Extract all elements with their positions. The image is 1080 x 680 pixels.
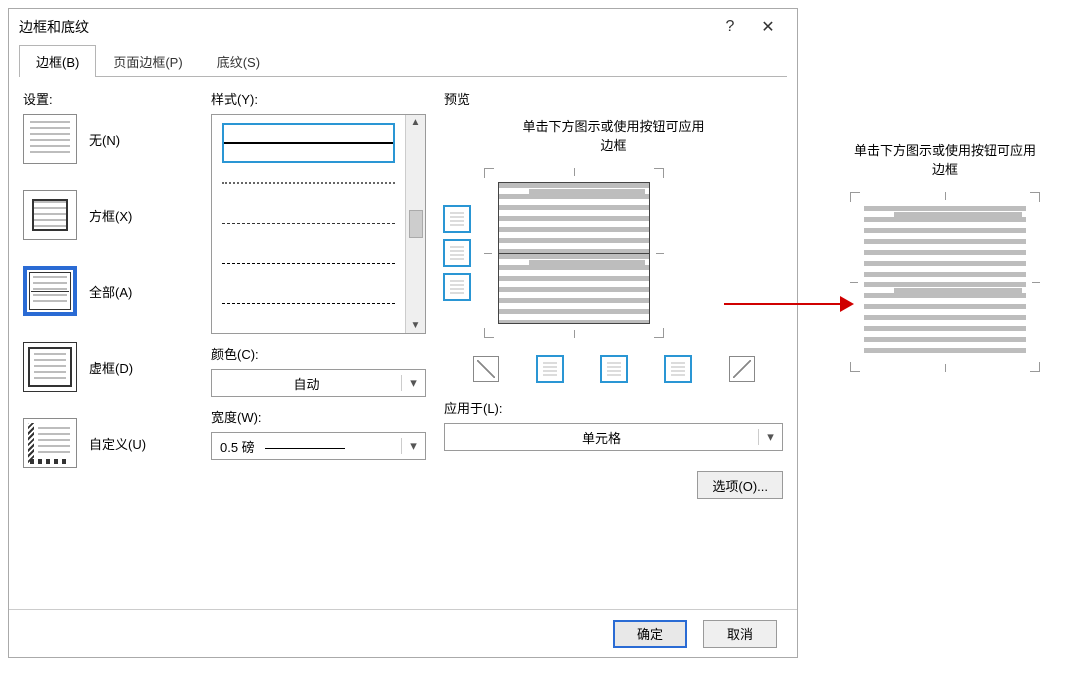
color-dropdown[interactable]: 自动 ▾ <box>211 369 426 397</box>
width-dropdown[interactable]: 0.5 磅 ▾ <box>211 432 426 460</box>
options-button[interactable]: 选项(O)... <box>697 471 783 499</box>
edge-right-button[interactable] <box>665 356 691 382</box>
color-value: 自动 <box>212 374 401 393</box>
setting-all[interactable]: 全部(A) <box>23 266 193 316</box>
edge-top-button[interactable] <box>444 206 470 232</box>
setting-all-icon <box>23 266 77 316</box>
style-option-solid[interactable] <box>222 123 395 163</box>
chevron-down-icon[interactable]: ▾ <box>401 438 425 454</box>
scroll-up-icon[interactable]: ▲ <box>411 117 421 128</box>
edge-diag-tl-button[interactable] <box>473 356 499 382</box>
width-label: 宽度(W): <box>211 407 426 426</box>
setting-box-label: 方框(X) <box>89 206 132 225</box>
title-bar: 边框和底纹 ? ✕ <box>9 9 797 45</box>
tab-page-borders[interactable]: 页面边框(P) <box>96 45 199 77</box>
edge-h-middle-button[interactable] <box>444 240 470 266</box>
style-option-dash-long[interactable] <box>222 243 395 283</box>
style-option-dash-dot[interactable] <box>222 283 395 323</box>
cancel-button[interactable]: 取消 <box>703 620 777 648</box>
edge-diag-tr-button[interactable] <box>729 356 755 382</box>
annotation-hint: 单击下方图示或使用按钮可应用 边框 <box>820 140 1070 178</box>
edge-left-button[interactable] <box>537 356 563 382</box>
style-option-dotted[interactable] <box>222 163 395 203</box>
apply-to-dropdown[interactable]: 单元格 ▾ <box>444 423 783 451</box>
tab-borders[interactable]: 边框(B) <box>19 45 96 77</box>
preview-hint: 单击下方图示或使用按钮可应用 边框 <box>444 116 783 154</box>
annotation-preview-canvas <box>850 192 1040 372</box>
setting-none-icon <box>23 114 77 164</box>
ok-button[interactable]: 确定 <box>613 620 687 648</box>
chevron-down-icon[interactable]: ▾ <box>758 429 782 445</box>
style-label: 样式(Y): <box>211 89 426 108</box>
scroll-down-icon[interactable]: ▼ <box>411 320 421 331</box>
style-listbox[interactable]: ▲ ▼ <box>211 114 426 334</box>
preview-label: 预览 <box>444 89 783 108</box>
setting-custom-label: 自定义(U) <box>89 434 146 453</box>
style-column: 样式(Y): ▲ ▼ 颜色(C): <box>211 89 426 499</box>
dialog-footer: 确定 取消 <box>9 609 797 657</box>
setting-none-label: 无(N) <box>89 130 120 149</box>
chevron-down-icon[interactable]: ▾ <box>401 375 425 391</box>
settings-label: 设置: <box>23 89 193 108</box>
tab-shading[interactable]: 底纹(S) <box>200 45 277 77</box>
help-button[interactable]: ? <box>711 18 749 36</box>
annotation-result: 单击下方图示或使用按钮可应用 边框 <box>820 140 1070 372</box>
dialog-title: 边框和底纹 <box>19 17 711 37</box>
edge-bottom-button[interactable] <box>444 274 470 300</box>
vertical-edge-buttons <box>444 168 470 338</box>
setting-custom[interactable]: 自定义(U) <box>23 418 193 468</box>
preview-column: 预览 单击下方图示或使用按钮可应用 边框 <box>444 89 783 499</box>
setting-grid[interactable]: 虚框(D) <box>23 342 193 392</box>
setting-custom-icon <box>23 418 77 468</box>
setting-all-label: 全部(A) <box>89 282 132 301</box>
scroll-thumb[interactable] <box>409 210 423 238</box>
tab-strip: 边框(B) 页面边框(P) 底纹(S) <box>19 45 787 77</box>
apply-to-label: 应用于(L): <box>444 398 783 417</box>
close-button[interactable]: ✕ <box>749 17 787 37</box>
horizontal-edge-buttons <box>444 356 783 382</box>
color-label: 颜色(C): <box>211 344 426 363</box>
setting-box-icon <box>23 190 77 240</box>
setting-grid-label: 虚框(D) <box>89 358 133 377</box>
settings-column: 设置: 无(N) 方框(X) 全部(A) 虚框(D) <box>23 89 193 499</box>
style-scrollbar[interactable]: ▲ ▼ <box>405 115 425 333</box>
setting-box[interactable]: 方框(X) <box>23 190 193 240</box>
width-value: 0.5 磅 <box>212 437 401 456</box>
setting-none[interactable]: 无(N) <box>23 114 193 164</box>
borders-shading-dialog: 边框和底纹 ? ✕ 边框(B) 页面边框(P) 底纹(S) 设置: 无(N) 方… <box>8 8 798 658</box>
setting-grid-icon <box>23 342 77 392</box>
style-option-dash-short[interactable] <box>222 203 395 243</box>
edge-v-middle-button[interactable] <box>601 356 627 382</box>
preview-canvas[interactable] <box>484 168 664 338</box>
apply-to-value: 单元格 <box>445 428 758 447</box>
